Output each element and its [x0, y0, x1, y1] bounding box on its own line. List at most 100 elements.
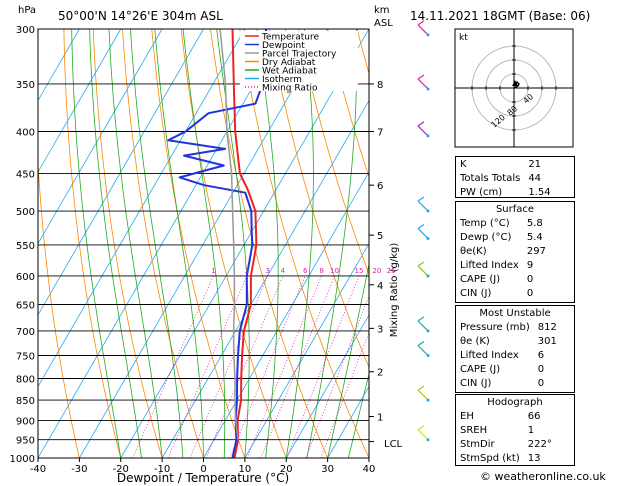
legend-box — [240, 31, 358, 91]
isotherm-line — [203, 171, 369, 458]
wind-barb-flag — [417, 261, 425, 267]
isotherm-line — [38, 29, 122, 173]
wet-adiabat-line — [130, 29, 184, 458]
legend-label: Dry Adiabat — [262, 58, 316, 68]
altitude-tick-label: 3 — [377, 324, 383, 335]
hodo-value: 222° — [527, 438, 552, 450]
hodograph-stats-panel: Hodograph EH 66 SREH 1 StmDir 222° StmSpd (… — [455, 394, 575, 466]
wind-barb-staff — [417, 228, 429, 239]
temperature-tick-label: 0 — [200, 464, 206, 475]
mixing-ratio-label: 2 — [245, 267, 249, 275]
dewpoint-series — [167, 29, 274, 458]
altitude-tick-label: 6 — [377, 181, 383, 192]
mu-value: 6 — [537, 349, 545, 361]
isotherm-line — [38, 29, 163, 245]
lcl-label: LCL — [384, 439, 403, 450]
pressure-tick-label: 750 — [16, 351, 35, 362]
mu-label: Pressure (mb) — [460, 321, 530, 333]
location-title: 50°00'N 14°26'E 304m ASL — [58, 9, 223, 23]
wind-barb-dot — [426, 134, 430, 138]
wind-barb-flag — [417, 121, 425, 127]
wind-barb-dot — [426, 236, 430, 240]
temperature-tick-label: 10 — [239, 464, 252, 475]
parcel-trajectory-series — [219, 29, 239, 440]
surface-label: CIN (J) — [460, 287, 492, 299]
wind-barb-staff — [417, 265, 429, 277]
altitude-tick-label: 5 — [377, 231, 383, 242]
hodograph: kt 40 80 120 — [454, 28, 574, 148]
wind-barb-staff — [417, 200, 429, 212]
temperature-tick-label: 30 — [321, 464, 334, 475]
mu-row: θe (K) 301 — [456, 334, 574, 348]
legend-label: Dewpoint — [262, 41, 305, 51]
mu-row: CAPE (J) 0 — [456, 362, 574, 376]
surface-label: Temp (°C) — [460, 217, 510, 229]
altitude-tick-label: 2 — [377, 368, 383, 379]
pressure-tick-label: 550 — [16, 241, 35, 252]
mixing-ratio-line — [205, 275, 284, 458]
pressure-tick-label: 700 — [16, 327, 35, 338]
legend-label: Parcel Trajectory — [262, 50, 337, 60]
mixing-ratio-label: 15 — [355, 267, 364, 275]
index-value: 21 — [528, 158, 542, 170]
wind-barb-staff — [417, 320, 429, 332]
hodo-label: StmDir — [460, 438, 495, 450]
hodo-value: 1 — [527, 424, 535, 436]
wind-barb-flag — [417, 196, 425, 202]
wind-barb-flag — [417, 20, 425, 26]
index-value: 1.54 — [528, 186, 551, 198]
surface-row: θe(K) 297 — [456, 244, 574, 258]
surface-row: Temp (°C) 5.8 — [456, 216, 574, 230]
temperature-tick-label: -30 — [71, 464, 87, 475]
pressure-tick-label: 800 — [16, 374, 35, 385]
wind-barb-staff — [417, 429, 429, 441]
hodo-label: StmSpd (kt) — [460, 452, 520, 464]
wind-barb-dot — [426, 438, 430, 442]
hodo-value: 13 — [527, 452, 541, 464]
mu-label: CIN (J) — [460, 377, 492, 389]
mixing-ratio-label: 25 — [387, 267, 396, 275]
surface-label: θe(K) — [460, 245, 487, 257]
altitude-tick-label: 1 — [377, 412, 383, 423]
surface-value: 5.4 — [526, 231, 543, 243]
surface-row: Dewp (°C) 5.4 — [456, 230, 574, 244]
wind-barb-dot — [426, 274, 430, 278]
wind-barb-dot — [426, 33, 430, 37]
hodograph-storm-marker — [512, 80, 518, 86]
wind-barb-staff — [417, 125, 429, 137]
mu-label: θe (K) — [460, 335, 490, 347]
isotherm-line — [79, 29, 328, 458]
pressure-tick-label: 850 — [16, 396, 35, 407]
wet-adiabat-line — [89, 29, 142, 458]
pressure-tick-label: 900 — [16, 416, 35, 427]
surface-value: 0 — [526, 287, 534, 299]
surface-row: CIN (J) 0 — [456, 286, 574, 300]
mixing-ratio-line — [246, 275, 322, 458]
legend-label: Isotherm — [262, 75, 302, 85]
wind-barb-flag — [417, 340, 425, 346]
mu-row: Pressure (mb) 812 — [456, 320, 574, 334]
mixing-ratio-label: 3 — [265, 267, 269, 275]
dry-adiabat-line — [38, 157, 80, 458]
hodo-label: EH — [460, 410, 474, 422]
pressure-tick-label: 400 — [16, 128, 35, 139]
hodo-label: SREH — [460, 424, 488, 436]
index-row-pw: PW (cm) 1.54 — [456, 185, 574, 199]
mixing-ratio-label: 8 — [319, 267, 323, 275]
mu-value: 0 — [537, 363, 545, 375]
pressure-tick-label: 500 — [16, 207, 35, 218]
surface-title: Surface — [495, 203, 535, 215]
wind-barb-staff — [417, 345, 429, 356]
wind-barb-dot — [426, 87, 430, 91]
isotherm-line — [244, 242, 369, 458]
isotherm-line — [38, 29, 287, 458]
index-label: PW (cm) — [460, 186, 503, 198]
footer-copyright[interactable]: © weatheronline.co.uk — [480, 470, 606, 483]
wind-barb-flag — [417, 223, 425, 229]
altitude-tick-label: 7 — [377, 128, 383, 139]
temperature-tick-label: 20 — [280, 464, 293, 475]
mu-row: CIN (J) 0 — [456, 376, 574, 390]
pressure-tick-label: 1000 — [10, 454, 35, 465]
mixing-ratio-line — [229, 275, 306, 458]
